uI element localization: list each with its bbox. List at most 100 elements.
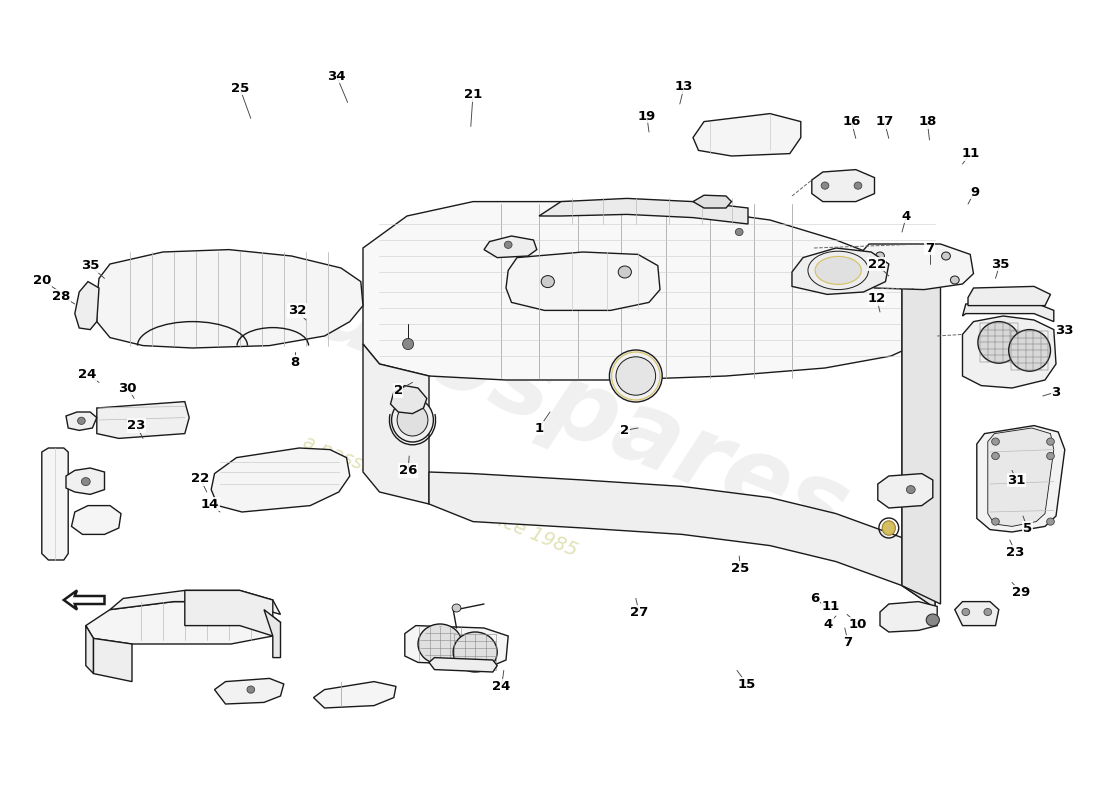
Polygon shape: [506, 252, 660, 310]
Polygon shape: [955, 602, 999, 626]
Text: 24: 24: [493, 680, 510, 693]
Ellipse shape: [992, 518, 999, 526]
Text: 25: 25: [732, 562, 749, 574]
Polygon shape: [968, 286, 1050, 306]
Polygon shape: [97, 402, 189, 438]
Text: 31: 31: [1008, 474, 1025, 486]
Ellipse shape: [418, 624, 462, 664]
Ellipse shape: [992, 452, 999, 459]
Ellipse shape: [876, 252, 884, 260]
Text: 32: 32: [288, 304, 306, 317]
Ellipse shape: [609, 350, 662, 402]
Text: 8: 8: [290, 356, 299, 369]
Polygon shape: [880, 602, 937, 632]
Ellipse shape: [1047, 452, 1054, 459]
Text: 2: 2: [394, 384, 403, 397]
Polygon shape: [405, 626, 508, 666]
Polygon shape: [86, 626, 94, 674]
Text: 10: 10: [849, 618, 867, 630]
Ellipse shape: [392, 398, 433, 442]
Ellipse shape: [882, 521, 895, 535]
Text: 4: 4: [902, 210, 911, 222]
Ellipse shape: [616, 357, 656, 395]
Text: 6: 6: [811, 592, 819, 605]
Text: 22: 22: [191, 472, 209, 485]
Ellipse shape: [397, 404, 428, 436]
Text: 28: 28: [53, 290, 70, 302]
Polygon shape: [75, 282, 99, 330]
Text: a passion for parts since 1985: a passion for parts since 1985: [300, 432, 580, 560]
Polygon shape: [429, 658, 497, 672]
Polygon shape: [64, 590, 104, 610]
Ellipse shape: [541, 275, 554, 288]
Ellipse shape: [950, 276, 959, 284]
Ellipse shape: [992, 438, 999, 445]
Text: 16: 16: [843, 115, 860, 128]
Ellipse shape: [504, 242, 513, 249]
Polygon shape: [363, 202, 935, 380]
Text: 27: 27: [630, 606, 648, 618]
Polygon shape: [988, 428, 1054, 526]
Text: 34: 34: [328, 70, 345, 82]
Ellipse shape: [984, 608, 992, 616]
Ellipse shape: [978, 322, 1020, 363]
Polygon shape: [962, 302, 1054, 322]
Ellipse shape: [1047, 518, 1054, 526]
Ellipse shape: [618, 266, 631, 278]
Text: 11: 11: [822, 600, 839, 613]
Ellipse shape: [735, 229, 744, 235]
Text: 12: 12: [868, 292, 886, 305]
Ellipse shape: [81, 478, 90, 486]
Ellipse shape: [246, 686, 255, 693]
Polygon shape: [429, 472, 935, 608]
Polygon shape: [94, 638, 132, 682]
Polygon shape: [792, 248, 889, 294]
Polygon shape: [977, 426, 1065, 532]
Polygon shape: [902, 266, 935, 608]
Polygon shape: [264, 610, 280, 658]
Ellipse shape: [906, 486, 915, 494]
Ellipse shape: [453, 632, 497, 672]
Polygon shape: [693, 114, 801, 156]
Text: 22: 22: [868, 258, 886, 270]
Text: 35: 35: [81, 259, 99, 272]
Text: 4: 4: [824, 618, 833, 630]
Polygon shape: [110, 590, 280, 614]
Text: 24: 24: [78, 368, 96, 381]
Polygon shape: [72, 506, 121, 534]
Polygon shape: [214, 678, 284, 704]
Polygon shape: [484, 236, 537, 258]
Polygon shape: [314, 682, 396, 708]
Ellipse shape: [815, 256, 861, 284]
Text: 20: 20: [33, 274, 51, 286]
Text: 7: 7: [844, 636, 852, 649]
Text: 11: 11: [961, 147, 979, 160]
Text: 15: 15: [738, 678, 756, 690]
Text: 3: 3: [1052, 386, 1060, 398]
Ellipse shape: [854, 182, 862, 190]
Text: 17: 17: [876, 115, 893, 128]
Polygon shape: [363, 344, 429, 504]
Ellipse shape: [926, 614, 939, 626]
Text: 23: 23: [128, 419, 145, 432]
Ellipse shape: [821, 182, 829, 190]
Ellipse shape: [1047, 438, 1054, 445]
Ellipse shape: [1009, 330, 1050, 371]
Text: 18: 18: [918, 115, 936, 128]
Polygon shape: [390, 386, 427, 414]
Polygon shape: [539, 198, 748, 224]
Polygon shape: [812, 170, 874, 202]
Text: 7: 7: [925, 242, 934, 254]
Text: 25: 25: [231, 82, 249, 94]
Text: 2: 2: [620, 424, 629, 437]
Polygon shape: [962, 316, 1056, 388]
Text: 19: 19: [638, 110, 656, 122]
Polygon shape: [878, 474, 933, 508]
Polygon shape: [86, 602, 280, 644]
Polygon shape: [693, 195, 732, 208]
Polygon shape: [185, 590, 273, 636]
Polygon shape: [97, 250, 363, 348]
Text: 33: 33: [1056, 324, 1074, 337]
Polygon shape: [902, 266, 940, 604]
Text: eurospares: eurospares: [239, 237, 861, 563]
